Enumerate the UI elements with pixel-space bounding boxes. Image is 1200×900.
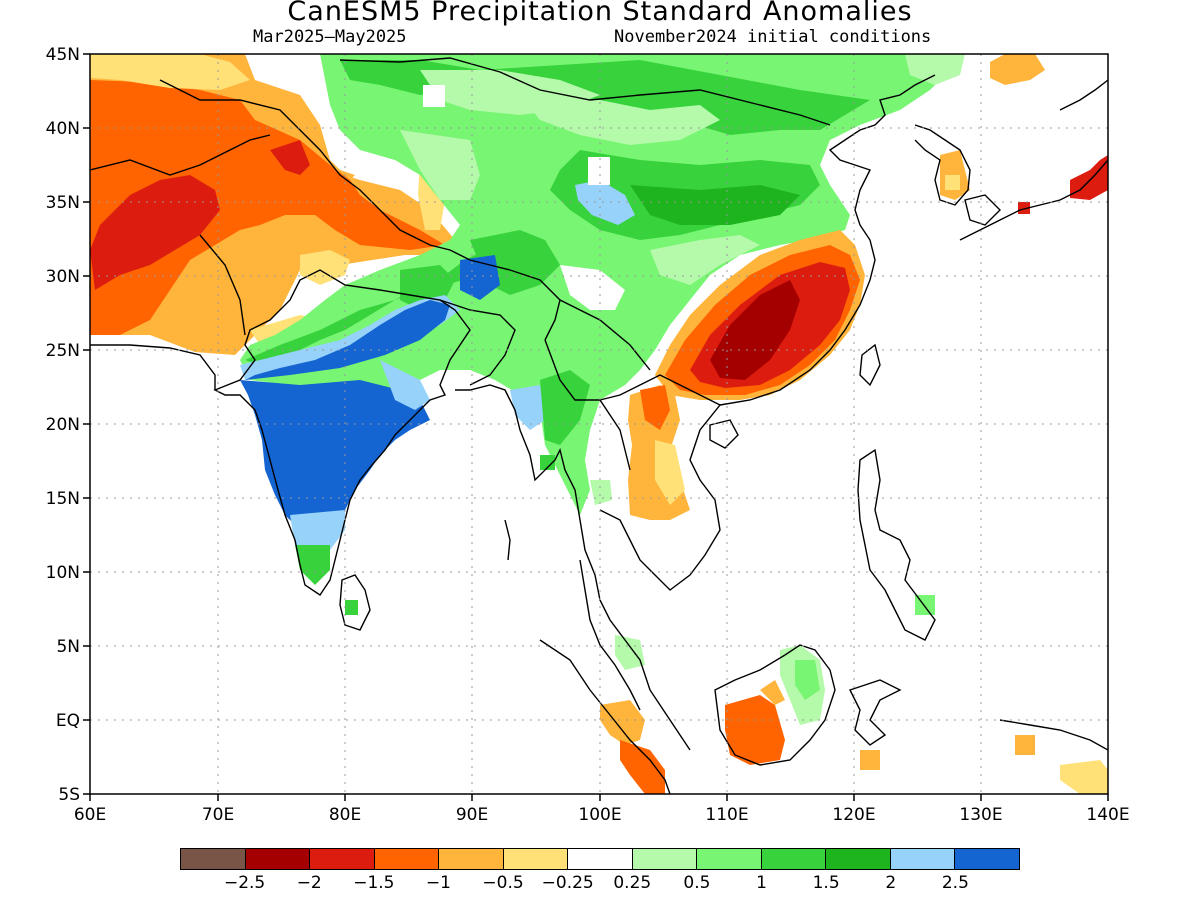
y-tick-label: 30N [46,267,80,287]
colorbar-label: 1.5 [812,873,840,893]
colorbar-swatch [503,849,569,869]
colorbar-label: 1 [756,873,767,893]
y-tick-label: EQ [56,711,80,731]
x-axis-labels: 60E 70E 80E 90E 100E 110E 120E 130E 140E [74,805,1130,825]
x-tick-label: 120E [832,805,875,825]
colorbar-swatch [568,849,633,869]
colorbar-label: −2 [296,873,322,893]
y-tick-label: 45N [46,45,80,65]
y-tick-label: 5S [58,785,80,805]
x-tick-label: 140E [1086,805,1129,825]
colorbar-swatch [181,849,246,869]
y-tick-label: 20N [46,415,80,435]
colorbar-swatch [826,849,891,869]
x-tick-label: 100E [578,805,621,825]
initial-conditions: November2024 initial conditions [614,27,932,47]
anomaly-field [90,54,1108,794]
coastlines [90,57,1108,794]
colorbar-label: −1.5 [353,873,395,893]
colorbar-swatch [374,849,440,869]
colorbar-swatch [955,849,1019,869]
colorbar-swatch [310,849,375,869]
x-tick-label: 130E [959,805,1002,825]
x-tick-label: 90E [456,805,488,825]
tick-marks [83,53,1109,801]
colorbar-label: 2.5 [941,873,969,893]
graticule [90,54,1108,794]
x-tick-label: 60E [74,805,106,825]
x-tick-label: 70E [202,805,234,825]
colorbar-label: −2.5 [223,873,266,893]
colorbar-swatch [245,849,311,869]
colorbar-swatch [632,849,698,869]
colorbar-swatch [439,849,504,869]
y-tick-label: 35N [46,193,80,213]
x-tick-label: 80E [329,805,361,825]
colorbar-label: 0.5 [683,873,711,893]
colorbar [180,848,1020,870]
colorbar-label: 2 [885,873,897,893]
colorbar-label: −1 [425,873,451,893]
colorbar-label: 0.25 [613,873,652,893]
x-tick-label: 110E [705,805,748,825]
y-tick-label: 10N [46,563,80,583]
colorbar-swatch [697,849,762,869]
y-tick-label: 25N [46,341,80,361]
forecast-period: Mar2025–May2025 [253,27,407,47]
colorbar-label: −0.5 [482,873,524,893]
y-axis-labels: 45N 40N 35N 30N 25N 20N 15N 10N 5N EQ 5S [46,45,80,805]
y-tick-label: 5N [56,637,80,657]
map-title: CanESM5 Precipitation Standard Anomalies [287,0,913,27]
colorbar-swatch [890,849,956,869]
colorbar-label: −0.25 [541,873,594,893]
colorbar-swatch [761,849,827,869]
y-tick-label: 15N [46,489,80,509]
y-tick-label: 40N [46,119,80,139]
